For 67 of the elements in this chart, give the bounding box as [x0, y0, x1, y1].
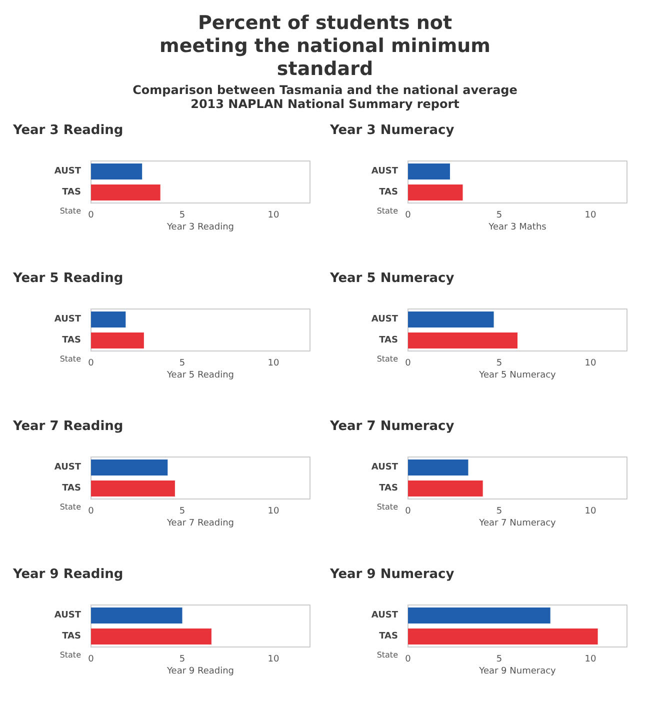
x-axis-title: Year 9 Reading [166, 666, 234, 676]
x-tick-label: 5 [496, 210, 502, 220]
x-tick-label: 10 [268, 210, 280, 220]
y-axis-title: State [376, 502, 398, 512]
y-tick-label: TAS [62, 336, 81, 346]
y-tick-label: TAS [62, 484, 81, 494]
x-tick-label: 0 [88, 506, 94, 516]
x-tick-label: 0 [405, 506, 412, 516]
chart-title: Year 7 Numeracy [329, 419, 455, 434]
x-tick-label: 10 [584, 654, 596, 664]
y-tick-label: AUST [54, 314, 82, 324]
x-tick-label: 0 [405, 654, 412, 664]
x-tick-label: 0 [88, 210, 94, 220]
chart-title: Year 7 Reading [12, 419, 124, 434]
chart-title: Year 9 Reading [12, 567, 124, 582]
y-tick-label: AUST [54, 462, 82, 472]
x-tick-label: 10 [584, 210, 596, 220]
x-tick-label: 0 [88, 358, 94, 368]
x-axis-title: Year 7 Numeracy [478, 518, 557, 528]
chart-title: Year 3 Numeracy [329, 123, 455, 138]
x-axis-title: Year 5 Numeracy [478, 370, 557, 380]
x-axis-title: Year 3 Reading [166, 222, 234, 232]
x-tick-label: 10 [268, 358, 280, 368]
y-tick-label: AUST [371, 610, 399, 620]
x-tick-label: 5 [179, 506, 186, 516]
chart-title: Year 5 Numeracy [329, 271, 455, 286]
y-tick-label: TAS [62, 188, 81, 198]
y-axis-title: State [60, 206, 82, 216]
y-axis-title: State [376, 354, 398, 364]
y-tick-label: TAS [379, 188, 398, 198]
y-tick-label: AUST [371, 314, 399, 324]
text: Percent of students not meeting the national minimum standard [158, 12, 492, 81]
x-tick-label: 5 [179, 210, 186, 220]
x-tick-label: 10 [584, 506, 596, 516]
y-tick-label: AUST [371, 166, 399, 176]
x-tick-label: 5 [496, 358, 502, 368]
chart-title: Year 3 Reading [12, 123, 124, 138]
y-axis-title: State [60, 502, 82, 512]
chart-title: Year 5 Reading [12, 271, 124, 286]
y-axis-title: State [376, 650, 398, 660]
x-tick-label: 10 [584, 358, 596, 368]
text: 2013 NAPLAN National Summary report [190, 97, 460, 111]
x-tick-label: 0 [405, 210, 412, 220]
y-tick-label: TAS [379, 484, 398, 494]
x-tick-label: 0 [88, 654, 94, 664]
x-axis-title: Year 9 Numeracy [478, 666, 557, 676]
y-tick-label: TAS [379, 632, 398, 642]
y-tick-label: AUST [54, 166, 82, 176]
x-tick-label: 5 [496, 506, 502, 516]
x-tick-label: 0 [405, 358, 412, 368]
x-axis-title: Year 7 Reading [166, 518, 234, 528]
y-tick-label: AUST [54, 610, 82, 620]
y-tick-label: TAS [62, 632, 81, 642]
y-axis-title: State [376, 206, 398, 216]
y-axis-title: State [60, 650, 82, 660]
x-axis-title: Year 5 Reading [166, 370, 234, 380]
x-tick-label: 5 [179, 358, 186, 368]
x-tick-label: 10 [268, 654, 280, 664]
y-axis-title: State [60, 354, 82, 364]
text: Comparison between Tasmania and the national average [132, 83, 518, 97]
y-tick-label: TAS [379, 336, 398, 346]
x-tick-label: 10 [268, 506, 280, 516]
y-tick-label: AUST [371, 462, 399, 472]
chart-title: Year 9 Numeracy [329, 567, 455, 582]
x-axis-title: Year 3 Maths [488, 222, 547, 232]
x-tick-label: 5 [179, 654, 186, 664]
x-tick-label: 5 [496, 654, 502, 664]
